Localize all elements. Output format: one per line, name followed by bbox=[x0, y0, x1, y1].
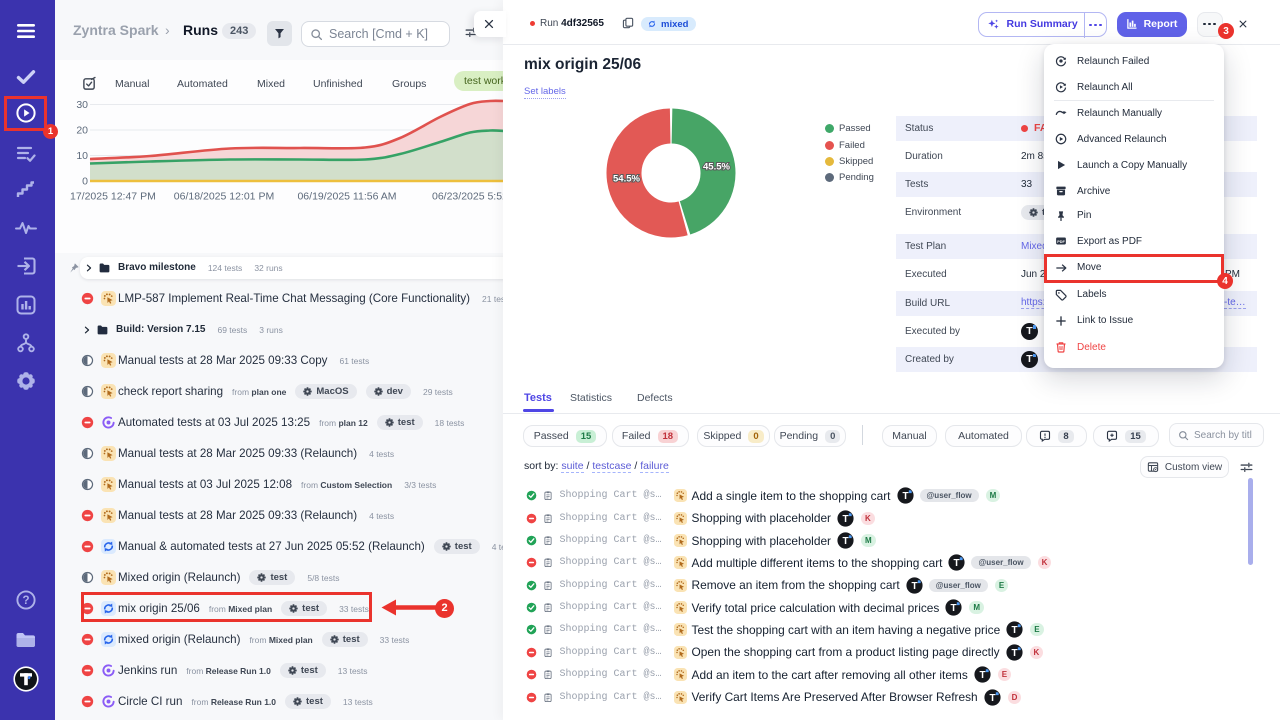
svg-text:0: 0 bbox=[82, 176, 88, 188]
svg-text:06/18/2025 12:01 PM: 06/18/2025 12:01 PM bbox=[174, 191, 274, 203]
svg-text:54.5%: 54.5% bbox=[613, 174, 640, 185]
svg-text:45.5%: 45.5% bbox=[703, 162, 730, 173]
svg-text:17/2025 12:47 PM: 17/2025 12:47 PM bbox=[70, 191, 156, 203]
svg-text:20: 20 bbox=[76, 125, 88, 137]
svg-text:30: 30 bbox=[76, 99, 88, 111]
svg-text:06/23/2025 5:52 P: 06/23/2025 5:52 P bbox=[432, 191, 504, 203]
svg-text:06/19/2025 11:56 AM: 06/19/2025 11:56 AM bbox=[297, 191, 396, 203]
svg-text:10: 10 bbox=[76, 150, 88, 162]
